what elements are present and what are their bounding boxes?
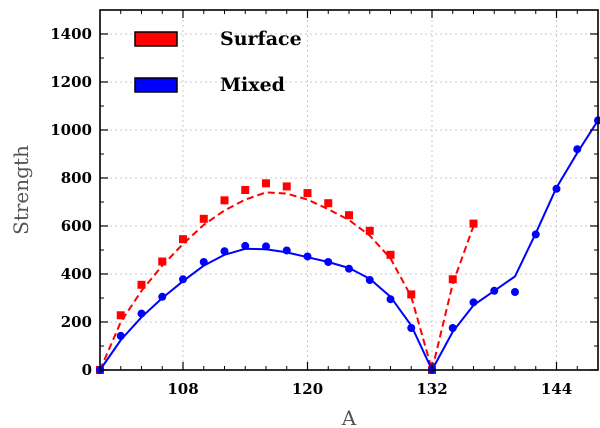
data-point-mixed (220, 247, 229, 256)
series-layer (96, 116, 600, 374)
x-tick-label: 120 (292, 380, 323, 398)
series-mixed (96, 116, 600, 374)
y-tick-label: 1000 (50, 121, 92, 139)
data-point-mixed (365, 276, 374, 284)
data-point-mixed (469, 298, 478, 307)
y-tick-label: 800 (61, 169, 92, 187)
data-point-surface (303, 189, 312, 198)
data-point-mixed (116, 331, 125, 340)
data-point-mixed (179, 275, 187, 284)
data-point-mixed (137, 309, 146, 318)
data-point-mixed (407, 324, 416, 332)
data-point-mixed (158, 292, 167, 301)
data-point-surface (199, 214, 208, 223)
data-point-mixed (552, 184, 561, 193)
data-point-surface (282, 182, 291, 191)
y-tick-label: 200 (61, 313, 92, 331)
y-tick-label: 0 (82, 361, 92, 379)
grid (100, 10, 598, 371)
data-point-surface (448, 275, 457, 284)
data-point-mixed (262, 242, 270, 251)
data-point-mixed (531, 230, 540, 239)
y-tick-label: 1400 (50, 25, 92, 43)
data-point-mixed (490, 286, 499, 295)
data-point-mixed (199, 258, 208, 266)
data-point-mixed (303, 252, 312, 261)
data-point-mixed (594, 116, 600, 125)
legend-swatch-surface (134, 31, 178, 47)
series-line-mixed (99, 119, 599, 371)
data-point-mixed (448, 324, 457, 332)
data-point-mixed (345, 264, 353, 273)
data-point-mixed (241, 241, 250, 250)
y-tick-label: 400 (61, 265, 92, 283)
y-axis-label: Strength (9, 145, 33, 235)
series-line-surface (99, 191, 475, 371)
legend-swatch-mixed (134, 77, 178, 93)
data-point-mixed (573, 145, 582, 154)
data-point-surface (407, 290, 416, 299)
data-point-mixed (511, 288, 519, 296)
x-tick-label: 144 (541, 380, 572, 398)
data-point-surface (365, 226, 374, 235)
legend: Surface Mixed (134, 28, 302, 96)
ticks: 0 200 400 600 800 1000 1200 1400 108 120 132 144 (50, 10, 598, 398)
x-tick-label: 108 (167, 380, 198, 398)
plot-frame (99, 9, 599, 371)
data-point-mixed (282, 246, 291, 255)
y-tick-label: 1200 (50, 73, 92, 91)
data-point-surface (262, 179, 270, 188)
data-point-surface (116, 311, 125, 320)
data-point-surface (386, 250, 395, 259)
data-point-surface (158, 257, 167, 266)
y-tick-label: 600 (61, 217, 92, 235)
legend-label-mixed: Mixed (220, 74, 285, 96)
data-point-surface (137, 280, 146, 289)
data-point-surface (241, 186, 250, 194)
data-point-surface (220, 196, 229, 205)
data-point-surface (179, 235, 187, 244)
x-axis-label: A (341, 406, 357, 428)
data-point-surface (469, 219, 478, 228)
x-tick-label: 132 (416, 380, 447, 398)
data-point-surface (324, 199, 333, 208)
data-point-mixed (386, 295, 395, 304)
data-point-mixed (324, 258, 333, 266)
legend-label-surface: Surface (220, 28, 302, 50)
data-point-surface (345, 211, 353, 220)
